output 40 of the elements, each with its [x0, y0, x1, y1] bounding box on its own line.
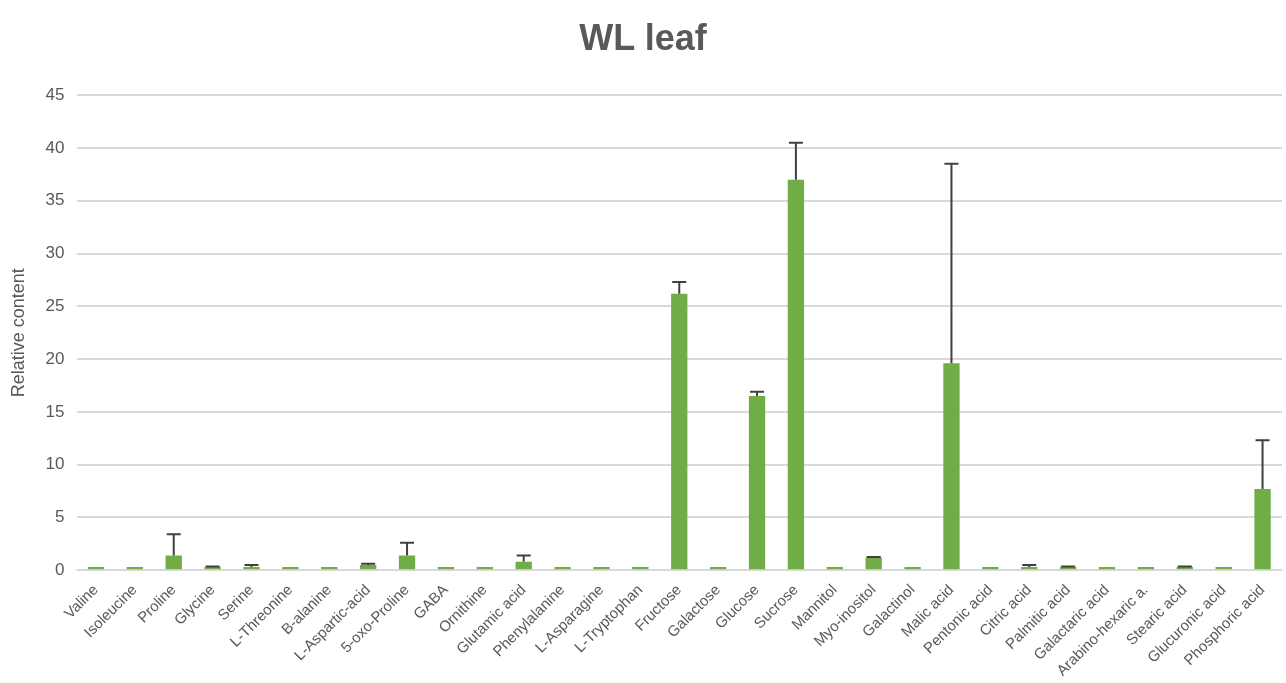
- bar: [865, 557, 882, 570]
- bar: [554, 567, 571, 570]
- y-tick-label: 10: [45, 454, 65, 474]
- bar: [126, 567, 144, 570]
- chart-title: WL leaf: [579, 16, 708, 58]
- y-tick-label: 40: [45, 137, 65, 157]
- bar: [1021, 567, 1038, 570]
- bar: [982, 567, 999, 570]
- y-tick-label: 0: [55, 559, 65, 579]
- bar: [1215, 567, 1232, 570]
- bar: [321, 567, 338, 570]
- y-axis-title: Relative content: [7, 268, 28, 398]
- bar: [87, 567, 105, 570]
- bar: [593, 567, 610, 570]
- bar: [1098, 567, 1116, 570]
- bar: [671, 293, 688, 570]
- bar: [1137, 567, 1155, 570]
- bar: [632, 567, 649, 570]
- bar: [398, 555, 416, 570]
- bar: [748, 396, 766, 570]
- bar: [826, 567, 843, 570]
- bar: [709, 567, 727, 570]
- bar: [282, 567, 299, 570]
- bar: [437, 567, 455, 570]
- bar: [359, 564, 377, 570]
- bar: [943, 363, 960, 570]
- bar: [1254, 488, 1271, 570]
- y-tick-label: 15: [45, 401, 65, 421]
- y-tick-label: 45: [45, 84, 65, 104]
- y-tick-label: 25: [45, 296, 65, 315]
- y-tick-label: 35: [45, 190, 65, 210]
- bar: [904, 567, 921, 570]
- bar: [243, 567, 260, 570]
- bar: [787, 179, 805, 570]
- y-tick-label: 30: [45, 243, 65, 263]
- bar: [476, 567, 493, 570]
- bar: [515, 561, 532, 570]
- bar: [165, 555, 182, 570]
- y-tick-label: 5: [55, 507, 65, 527]
- y-tick-label: 20: [45, 348, 65, 368]
